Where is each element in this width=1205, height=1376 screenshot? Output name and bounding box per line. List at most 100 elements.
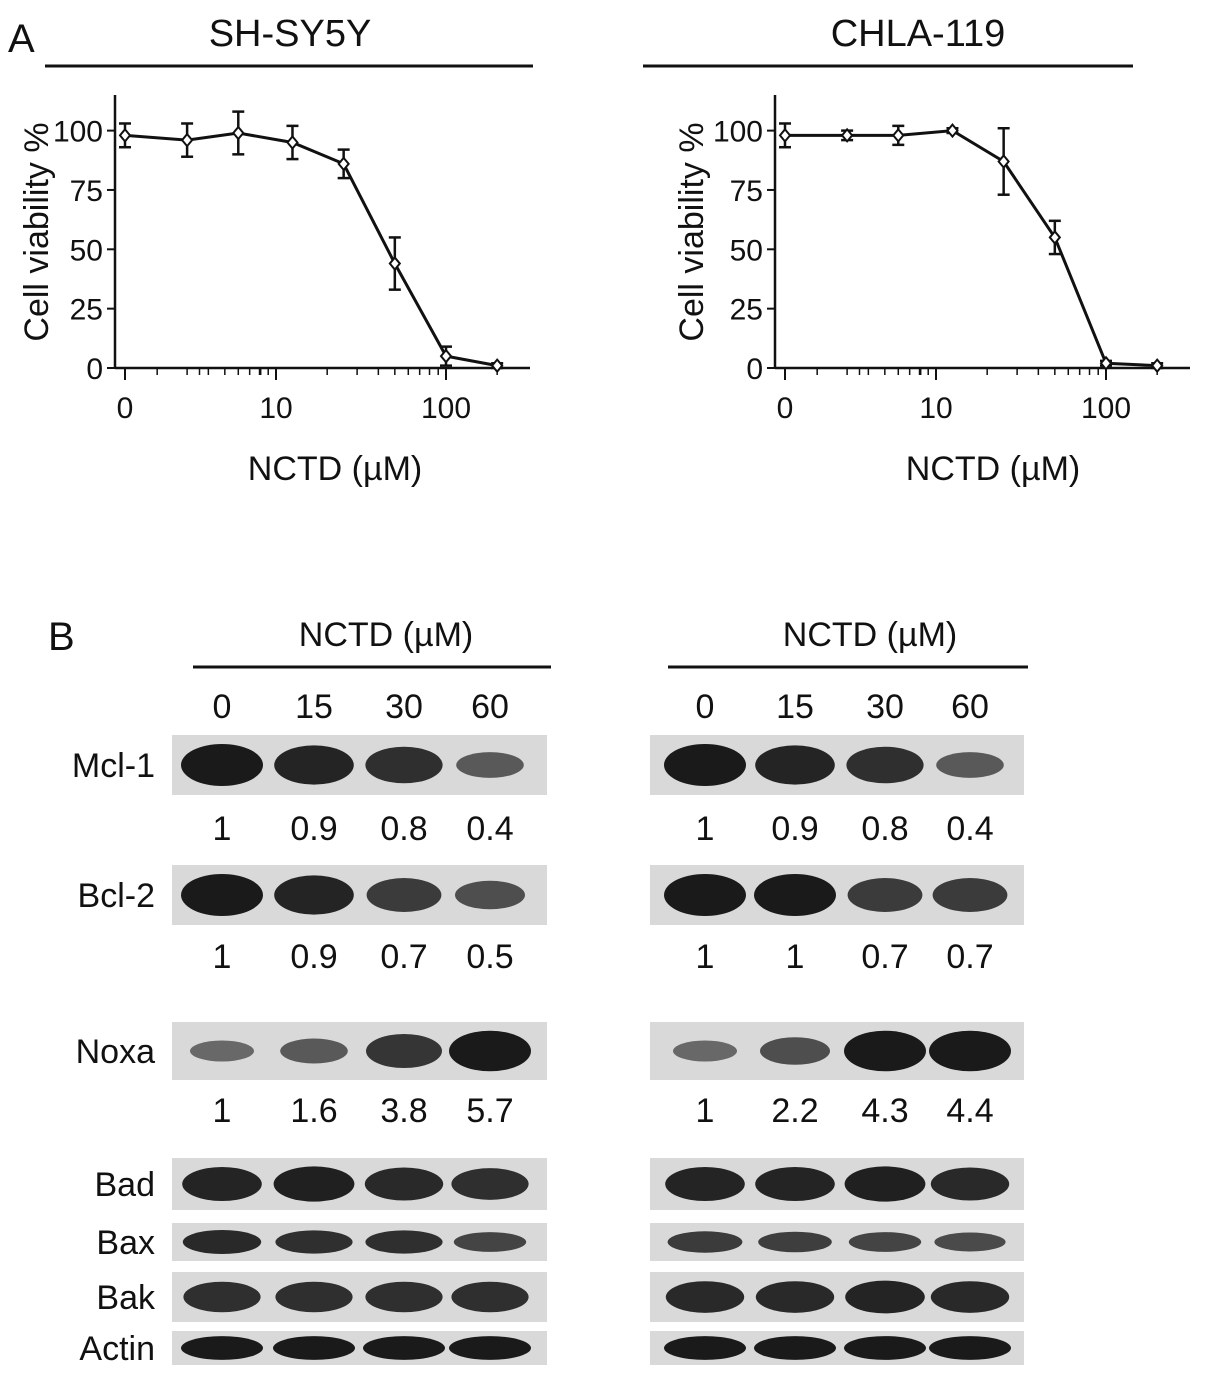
- band: [930, 1281, 1010, 1313]
- data-point: [286, 134, 299, 151]
- band: [275, 1230, 353, 1254]
- dose-label: 30: [866, 688, 904, 726]
- y-axis-label: Cell viability %: [673, 122, 711, 341]
- band: [182, 1166, 262, 1202]
- densitometry-value: 0.4: [466, 810, 513, 848]
- band: [754, 1336, 836, 1360]
- y-tick-label: 100: [713, 116, 763, 149]
- band: [190, 1040, 254, 1062]
- protein-label: Noxa: [76, 1033, 155, 1071]
- band: [366, 878, 442, 912]
- protein-label: Bad: [95, 1166, 156, 1204]
- x-tick-label: 0: [117, 392, 134, 425]
- protein-label: Bcl-2: [78, 877, 155, 915]
- band: [183, 1281, 261, 1313]
- band: [844, 1166, 926, 1202]
- band: [929, 1030, 1011, 1072]
- data-point: [180, 132, 194, 148]
- y-tick-label: 25: [70, 294, 103, 327]
- band: [845, 1280, 925, 1314]
- band: [934, 1232, 1006, 1252]
- band: [848, 1232, 922, 1252]
- band: [673, 1040, 737, 1062]
- densitometry-value: 0.7: [380, 938, 427, 976]
- band: [760, 1037, 830, 1065]
- x-tick-label: 10: [259, 392, 292, 425]
- band: [365, 1230, 443, 1254]
- band: [665, 1281, 745, 1313]
- x-axis-label: NCTD (µM): [906, 450, 1080, 488]
- band: [930, 1167, 1010, 1201]
- x-tick-label: 100: [1081, 392, 1131, 425]
- data-point: [946, 123, 959, 139]
- band: [754, 874, 836, 916]
- densitometry-value: 0.7: [946, 938, 993, 976]
- band: [365, 1281, 443, 1313]
- band: [366, 1033, 442, 1069]
- densitometry-value: 0.8: [380, 810, 427, 848]
- densitometry-value: 1: [213, 810, 232, 848]
- densitometry-value: 0.4: [946, 810, 993, 848]
- band: [280, 1038, 348, 1064]
- densitometry-value: 3.8: [380, 1092, 427, 1130]
- band: [364, 1167, 444, 1201]
- densitometry-value: 0.9: [771, 810, 818, 848]
- y-tick-label: 25: [730, 294, 763, 327]
- data-point: [891, 127, 905, 143]
- band: [664, 1336, 746, 1360]
- band: [275, 1281, 353, 1313]
- densitometry-value: 1: [696, 810, 715, 848]
- band: [664, 744, 746, 786]
- dose-label: 0: [696, 688, 715, 726]
- band: [274, 745, 354, 785]
- band: [273, 1336, 355, 1360]
- densitometry-value: 0.9: [290, 810, 337, 848]
- y-tick-label: 50: [730, 234, 763, 267]
- band: [449, 1336, 531, 1360]
- y-axis-label: Cell viability %: [18, 122, 56, 341]
- data-point: [1099, 355, 1113, 371]
- y-tick-label: 75: [730, 175, 763, 208]
- densitometry-value: 1: [786, 938, 805, 976]
- band: [929, 1336, 1011, 1360]
- band: [181, 1336, 263, 1360]
- band: [456, 752, 524, 778]
- data-point: [490, 358, 504, 374]
- dose-label: 60: [951, 688, 989, 726]
- band: [846, 746, 924, 784]
- chart-chla-119: CHLA-119 NCTD (µM) Cell viability % 0 25 5…: [643, 13, 1190, 488]
- band: [455, 880, 525, 910]
- blot-header-right: NCTD (µM): [783, 616, 957, 654]
- band: [755, 1281, 835, 1313]
- densitometry-value: 1.6: [290, 1092, 337, 1130]
- dose-label: 15: [295, 688, 333, 726]
- band: [667, 1231, 743, 1253]
- data-point: [1150, 358, 1164, 374]
- band: [932, 878, 1008, 912]
- band: [758, 1231, 832, 1253]
- western-blots: 0 0 15 15 30 30 60 60 Mcl-1 1 0.9 0.8 0.4 1 0.9 0.8 0.4 B…: [72, 688, 1024, 1368]
- band: [755, 1166, 835, 1202]
- dose-label: 30: [385, 688, 423, 726]
- band: [273, 1166, 355, 1202]
- chart-sh-sy5y: SH-SY5Y NCTD (µM) Cell viability % 0 25 50…: [18, 13, 533, 488]
- densitometry-value: 2.2: [771, 1092, 818, 1130]
- protein-label: Mcl-1: [72, 747, 155, 785]
- dose-label: 15: [776, 688, 814, 726]
- x-tick-label: 10: [919, 392, 952, 425]
- blot-header-left: NCTD (µM): [299, 616, 473, 654]
- data-point: [439, 348, 453, 364]
- band: [451, 1168, 529, 1200]
- band: [844, 1030, 926, 1072]
- band: [181, 874, 263, 916]
- y-tick-label: 100: [53, 116, 103, 149]
- panel-b-label: B: [48, 615, 75, 659]
- data-point: [231, 125, 245, 141]
- protein-label: Actin: [79, 1330, 155, 1368]
- densitometry-value: 4.4: [946, 1092, 993, 1130]
- data-point: [118, 127, 132, 143]
- densitometry-value: 5.7: [466, 1092, 513, 1130]
- band: [181, 744, 263, 786]
- band: [449, 1030, 531, 1072]
